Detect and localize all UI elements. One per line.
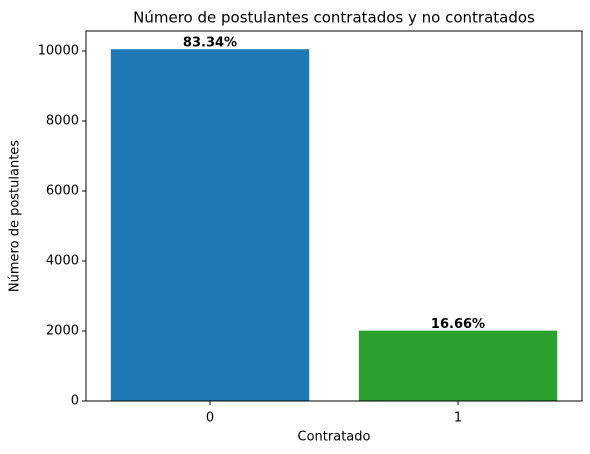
y-tick-label: 10000 xyxy=(38,43,79,58)
plot-frame xyxy=(85,30,583,402)
y-tick-label: 8000 xyxy=(46,113,79,128)
y-tick-label: 0 xyxy=(71,394,79,409)
x-tick-label: 1 xyxy=(454,411,462,426)
y-axis-label: Número de postulantes xyxy=(8,140,23,292)
x-tick-label: 0 xyxy=(206,411,214,426)
x-axis-label: Contratado xyxy=(298,430,371,445)
bar xyxy=(110,49,310,401)
value-label: 83.34% xyxy=(183,36,237,51)
chart-title: Número de postulantes contratados y no c… xyxy=(133,9,535,27)
y-tick-label: 2000 xyxy=(46,323,79,338)
value-label: 16.66% xyxy=(431,317,485,332)
y-tick-label: 4000 xyxy=(46,253,79,268)
bar xyxy=(358,330,558,401)
y-tick-label: 6000 xyxy=(46,183,79,198)
